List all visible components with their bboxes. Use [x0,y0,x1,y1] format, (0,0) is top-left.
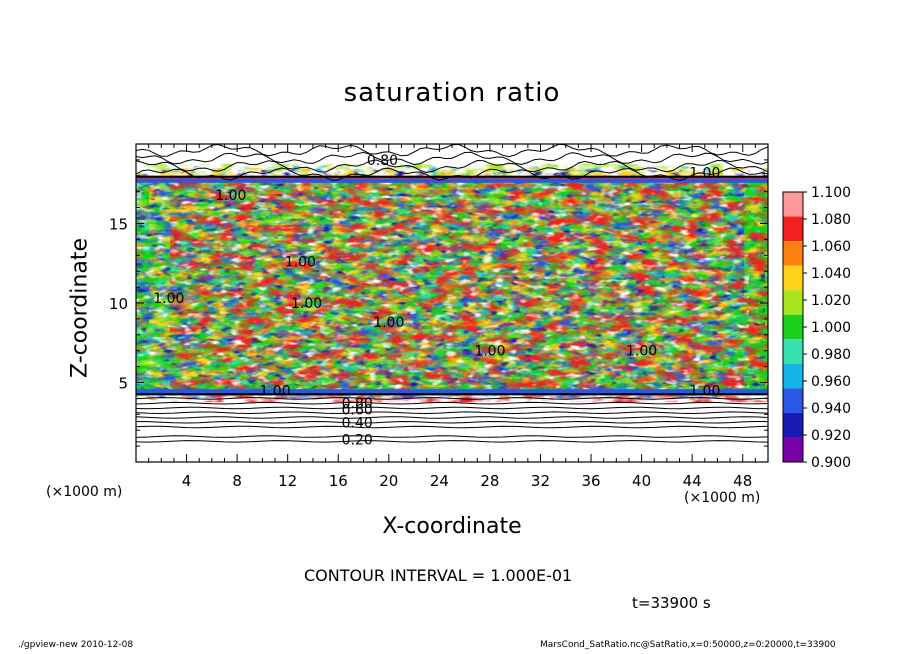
contour-line [136,440,768,443]
x-tick-label: 16 [329,472,348,490]
contour-label: 1.00 [373,315,404,331]
x-tick-label: 24 [430,472,449,490]
contour-label: 1.00 [689,383,720,399]
contour-labels: 0.80 1.00 1.00 1.00 1.00 1.00 1.00 1.00 1.00 1.00… [153,153,720,449]
colorbar-swatch [783,339,803,364]
contour-label: 1.00 [153,291,184,307]
colorbar-swatch [783,192,803,217]
colorbar-label: 1.080 [811,212,851,228]
contour-label: 0.60 [342,403,373,419]
contour-line [136,397,768,400]
colorbar-swatch [783,314,803,340]
contour-label: 0.20 [342,433,373,449]
colorbar-label: 0.940 [811,401,851,417]
contour-line [136,151,768,166]
colorbar-label: 0.960 [811,374,851,390]
contour-label: 1.00 [291,296,322,312]
colorbar-label: 1.060 [811,239,851,255]
y-axis-label: Z-coordinate [67,238,93,378]
colorbar-label: 1.040 [811,266,851,282]
footer-right: MarsCond_SatRatio.nc@SatRatio,x=0:50000,… [540,640,836,650]
contour-label: 1.00 [285,255,316,271]
colorbar-label: 0.900 [811,455,851,471]
contour-line [136,159,768,174]
colorbar-swatch [783,290,803,315]
colorbar-swatch [783,412,803,438]
contour-label: 1.00 [474,344,505,360]
contour-line [136,406,768,410]
colorbar: 1.100 1.080 1.060 1.040 1.020 1.000 0.980 0.960… [782,185,851,471]
z-unit-label: (×1000 m) [46,484,123,500]
y-axis: 5 10 15 [109,159,768,447]
field-layer [136,171,749,392]
x-tick-label: 48 [733,472,752,490]
top-band-blue [136,178,768,183]
colorbar-label: 0.920 [811,428,851,444]
colorbar-label: 1.100 [811,185,851,201]
x-tick-label: 36 [581,472,600,490]
contour-line [136,425,768,429]
colorbar-swatch [783,216,803,242]
chart-title: saturation ratio [343,78,561,108]
x-axis-label: X-coordinate [382,514,522,539]
colorbar-label: 1.020 [811,293,851,309]
colorbar-label: 0.980 [811,347,851,363]
contour-line [136,435,768,438]
x-tick-label: 4 [182,472,192,490]
colorbar-swatch [783,388,803,413]
x-tick-label: 12 [278,472,297,490]
contour-label: 0.80 [342,396,373,412]
y-tick-label: 15 [109,216,128,234]
contour-label: 1.00 [626,344,657,360]
bottom-band-blue [136,389,768,396]
colorbar-swatch [783,363,803,389]
colorbar-label: 1.000 [811,320,851,336]
contour-label: 1.00 [689,166,720,182]
y-tick-label: 10 [109,295,128,313]
x-tick-label: 44 [683,472,702,490]
x-tick-label: 40 [632,472,651,490]
contour-line [136,420,768,424]
y-tick-label: 5 [118,375,128,393]
contour-interval-text: CONTOUR INTERVAL = 1.000E-01 [304,566,573,585]
contour-label: 0.40 [342,415,373,431]
contour-line [136,416,768,419]
x-unit-label: (×1000 m) [684,490,761,506]
contour-line [136,401,768,405]
x-tick-label: 20 [379,472,398,490]
x-tick-label: 28 [480,472,499,490]
time-label: t=33900 s [632,594,711,612]
footer-left: ./gpview-new 2010-12-08 [18,640,134,650]
colorbar-swatch [783,265,803,291]
contour-line [136,411,768,415]
colorbar-swatch [783,437,803,462]
contour-label: 1.00 [259,383,290,399]
x-axis: 4 8 12 16 20 24 28 32 36 40 44 48 [148,144,756,490]
colorbar-swatch [783,241,803,266]
x-tick-label: 8 [232,472,242,490]
contour-label: 1.00 [215,188,246,204]
heatmap-field [136,144,768,462]
contour-label: 0.80 [367,153,398,169]
x-tick-label: 32 [531,472,550,490]
